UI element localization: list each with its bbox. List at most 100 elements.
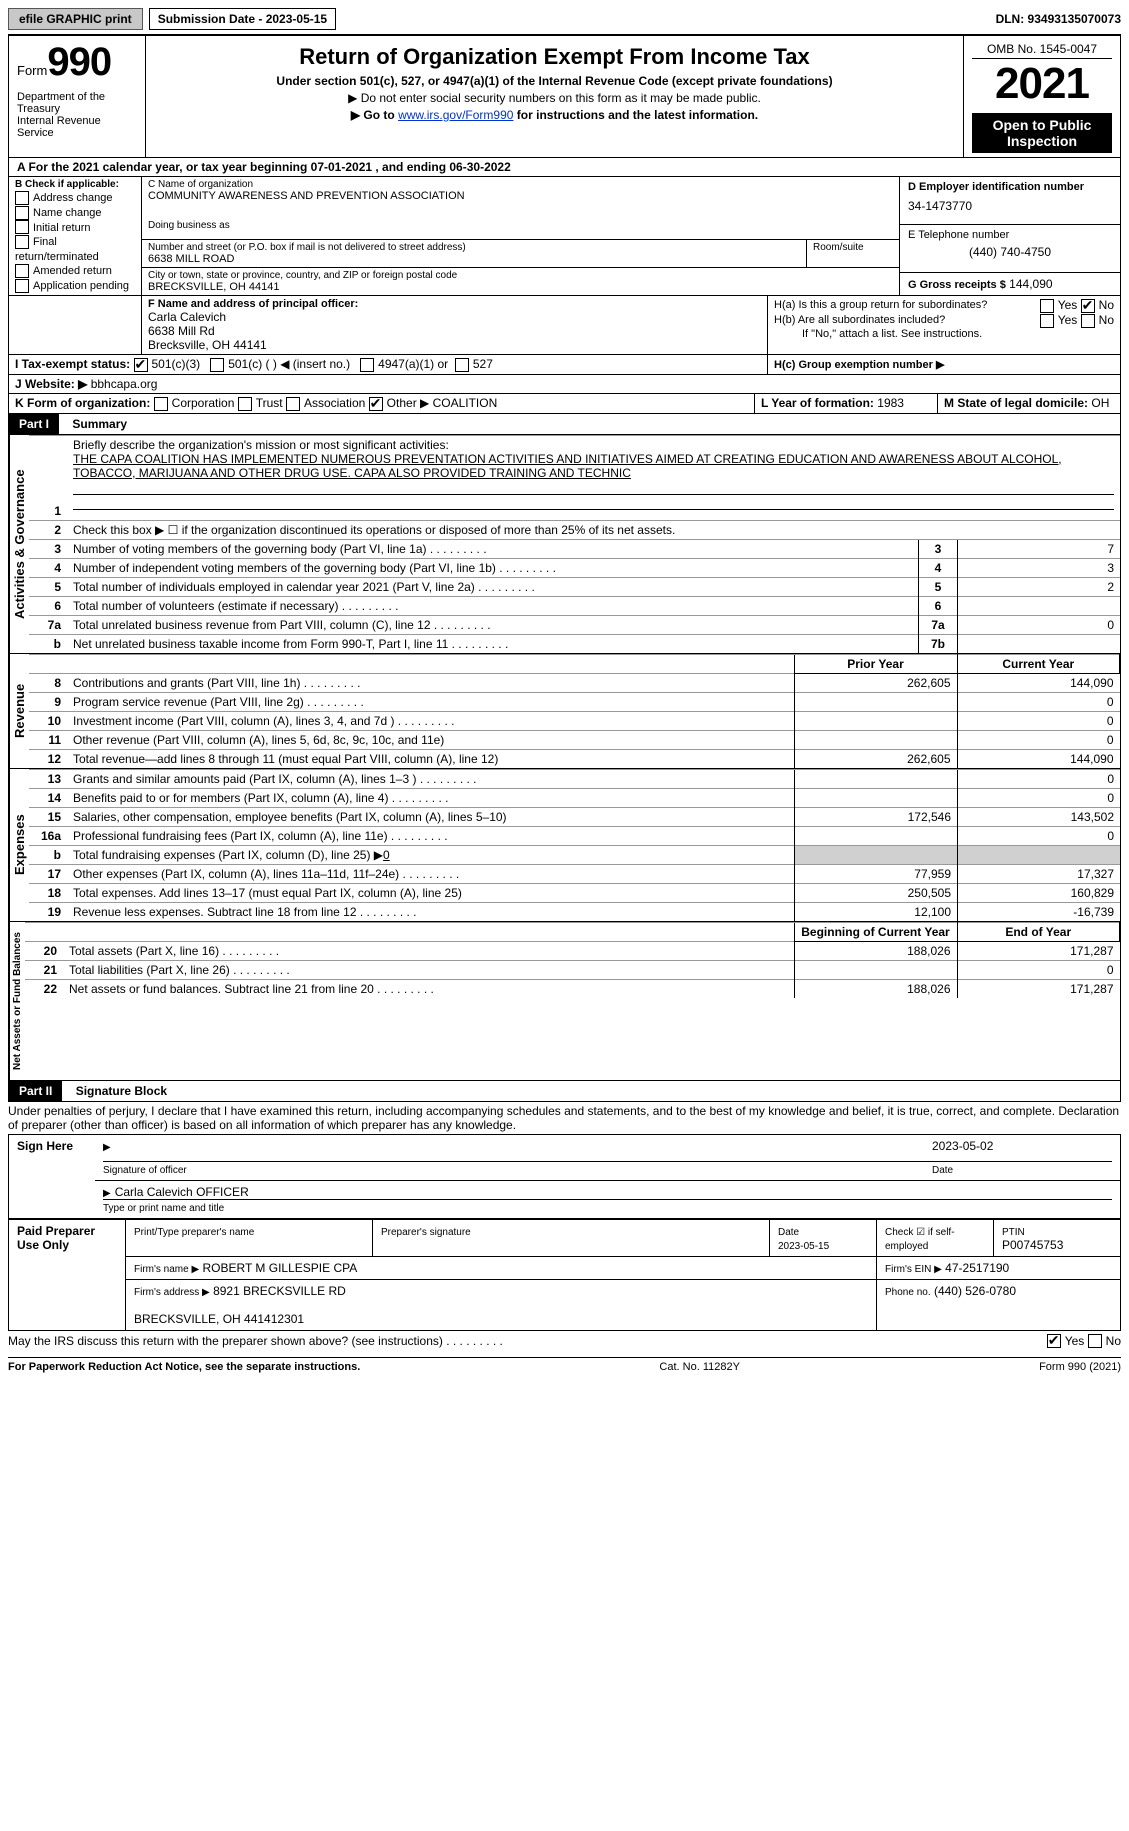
v7b: [958, 634, 1121, 653]
prior-col: Prior Year: [794, 654, 957, 673]
open-public: Open to Public Inspection: [972, 113, 1112, 153]
check-amend[interactable]: [15, 264, 29, 278]
b-label: B Check if applicable:: [15, 179, 135, 190]
return-subtitle1: Under section 501(c), 527, or 4947(a)(1)…: [154, 74, 955, 88]
check-trust[interactable]: [238, 397, 252, 411]
hc-label: H(c) Group exemption number ▶: [774, 359, 944, 371]
sig-off-label: Signature of officer: [103, 1165, 187, 1176]
sig-date-label: Date: [932, 1165, 953, 1176]
l18: Total expenses. Add lines 13–17 (must eq…: [67, 883, 795, 902]
ha-no[interactable]: [1081, 299, 1095, 313]
part2-bar: Part II: [9, 1081, 62, 1101]
firm-addr-label: Firm's address ▶: [134, 1287, 210, 1298]
pp-name-label: Print/Type preparer's name: [134, 1227, 254, 1238]
tax-year: 2021: [972, 59, 1112, 109]
discuss-no[interactable]: [1088, 1334, 1102, 1348]
side-activities: Activities & Governance: [9, 435, 29, 653]
state-domicile: OH: [1091, 396, 1109, 410]
l11: Other revenue (Part VIII, column (A), li…: [67, 730, 794, 749]
top-bar: efile GRAPHIC print Submission Date - 20…: [8, 8, 1121, 36]
l2: Check this box ▶ ☐ if the organization d…: [67, 520, 1120, 539]
form-footer: Form 990 (2021): [1039, 1361, 1121, 1373]
submission-date: Submission Date - 2023-05-15: [149, 8, 336, 30]
e-label: E Telephone number: [908, 229, 1112, 241]
check-501c[interactable]: [210, 358, 224, 372]
firm-ein-label: Firm's EIN ▶: [885, 1264, 942, 1275]
check-name[interactable]: [15, 206, 29, 220]
hb-yes[interactable]: [1040, 314, 1054, 328]
part2-title: Signature Block: [66, 1081, 177, 1101]
side-expenses: Expenses: [9, 769, 29, 921]
declaration: Under penalties of perjury, I declare th…: [8, 1102, 1121, 1134]
return-subtitle2: ▶ Do not enter social security numbers o…: [154, 91, 955, 105]
l21: Total liabilities (Part X, line 26): [69, 963, 290, 977]
check-assoc[interactable]: [286, 397, 300, 411]
ha-yes[interactable]: [1040, 299, 1054, 313]
v6: [958, 596, 1121, 615]
check-4947[interactable]: [360, 358, 374, 372]
c-label: C Name of organization: [148, 179, 893, 190]
curr-col: Current Year: [957, 654, 1120, 673]
v4: 3: [958, 558, 1121, 577]
firm-phone-label: Phone no.: [885, 1287, 931, 1298]
l6: Total number of volunteers (estimate if …: [73, 599, 398, 613]
check-other[interactable]: [369, 397, 383, 411]
d-label: D Employer identification number: [908, 181, 1112, 193]
f-label: F Name and address of principal officer:: [148, 298, 761, 310]
officer-name: Carla Calevich: [148, 310, 761, 324]
check-501c3[interactable]: [134, 358, 148, 372]
l13: Grants and similar amounts paid (Part IX…: [73, 772, 477, 786]
irs-link[interactable]: www.irs.gov/Form990: [398, 108, 513, 122]
pp-date: Date 2023-05-15: [778, 1227, 829, 1252]
city: BRECKSVILLE, OH 44141: [148, 281, 893, 293]
check-final[interactable]: [15, 235, 29, 249]
firm-name-label: Firm's name ▶: [134, 1264, 199, 1275]
l12: Total revenue—add lines 8 through 11 (mu…: [67, 749, 794, 768]
l5: Total number of individuals employed in …: [73, 580, 535, 594]
m-label: M State of legal domicile:: [944, 396, 1088, 410]
check-corp[interactable]: [154, 397, 168, 411]
dba-label: Doing business as: [148, 220, 893, 231]
form-number: 990: [47, 40, 111, 84]
k-label: K Form of organization:: [15, 396, 150, 410]
l8: Contributions and grants (Part VIII, lin…: [73, 676, 360, 690]
form-header: Form990 Department of the Treasury Inter…: [8, 36, 1121, 158]
dept-label: Department of the Treasury Internal Reve…: [17, 91, 137, 139]
l10: Investment income (Part VIII, column (A)…: [73, 714, 454, 728]
pra-notice: For Paperwork Reduction Act Notice, see …: [8, 1361, 360, 1373]
hb-note: If "No," attach a list. See instructions…: [774, 328, 1114, 340]
omb-no: OMB No. 1545-0047: [972, 40, 1112, 59]
check-527[interactable]: [455, 358, 469, 372]
l16b: Total fundraising expenses (Part IX, col…: [73, 848, 383, 862]
check-app[interactable]: [15, 279, 29, 293]
discuss-yes[interactable]: [1047, 1334, 1061, 1348]
form-label: Form: [17, 63, 47, 78]
v7a: 0: [958, 615, 1121, 634]
l15: Salaries, other compensation, employee b…: [67, 807, 795, 826]
side-revenue: Revenue: [9, 654, 29, 768]
paid-preparer: Paid Preparer Use Only: [9, 1219, 126, 1330]
firm-name: ROBERT M GILLESPIE CPA: [203, 1261, 358, 1275]
check-addr[interactable]: [15, 191, 29, 205]
efile-print-button[interactable]: efile GRAPHIC print: [8, 8, 143, 30]
org-name: COMMUNITY AWARENESS AND PREVENTION ASSOC…: [148, 190, 893, 202]
end-col: End of Year: [957, 922, 1120, 941]
l14: Benefits paid to or for members (Part IX…: [73, 791, 448, 805]
l19: Revenue less expenses. Subtract line 18 …: [73, 905, 417, 919]
l-label: L Year of formation:: [761, 396, 874, 410]
hb-no[interactable]: [1081, 314, 1095, 328]
l1: Briefly describe the organization's miss…: [73, 438, 449, 452]
l9: Program service revenue (Part VIII, line…: [73, 695, 364, 709]
check-init[interactable]: [15, 220, 29, 234]
gross-receipts: 144,090: [1009, 277, 1052, 291]
website: bbhcapa.org: [91, 377, 158, 391]
v5: 2: [958, 577, 1121, 596]
discuss: May the IRS discuss this return with the…: [8, 1334, 1047, 1349]
l7a: Total unrelated business revenue from Pa…: [73, 618, 491, 632]
pp-sig-label: Preparer's signature: [381, 1227, 471, 1238]
year-formation: 1983: [877, 396, 904, 410]
return-title: Return of Organization Exempt From Incom…: [154, 44, 955, 70]
sig-name: Carla Calevich OFFICER: [115, 1185, 249, 1199]
l22: Net assets or fund balances. Subtract li…: [69, 982, 434, 996]
ha-label: H(a) Is this a group return for subordin…: [774, 299, 1040, 311]
